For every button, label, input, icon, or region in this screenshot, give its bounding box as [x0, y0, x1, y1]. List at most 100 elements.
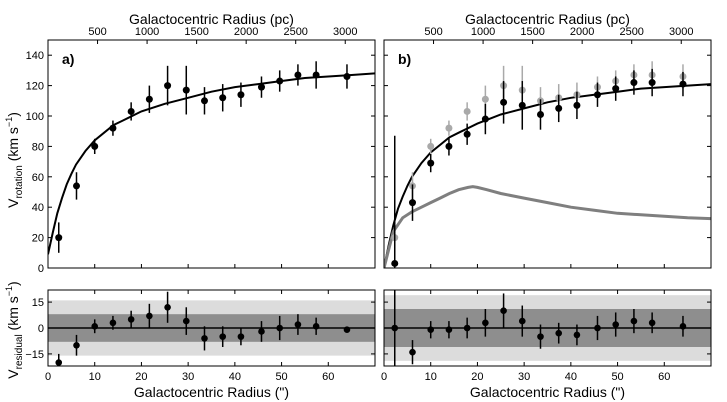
rotation-point — [200, 97, 208, 105]
residual-point — [276, 324, 284, 332]
residual-point — [482, 319, 489, 327]
residual-point — [630, 317, 638, 325]
top-tick-label: 1500 — [520, 26, 544, 38]
x-tick-label: 40 — [229, 371, 241, 383]
res-y-tick-label: 15 — [32, 297, 44, 309]
rotation-point — [127, 107, 135, 115]
top-tick-label: 2500 — [283, 26, 307, 38]
rotation-point — [630, 79, 638, 87]
rotation-point — [536, 110, 544, 118]
residual-point — [73, 341, 80, 349]
rotation-point — [445, 142, 453, 150]
residual-plot-area — [384, 290, 711, 366]
x-tick-label: 0 — [381, 371, 387, 383]
rotation-point — [463, 130, 471, 138]
residual-plot-area — [48, 291, 375, 366]
rotation-point — [257, 83, 265, 91]
model-curve-component — [384, 185, 711, 268]
rotation-point — [164, 82, 172, 90]
y-tick-label: 120 — [26, 81, 44, 93]
res-y-tick-label: 0 — [38, 323, 44, 335]
y-tick-label: 40 — [32, 202, 44, 214]
residual-point — [237, 333, 245, 340]
residual-point — [164, 303, 171, 311]
rotation-point — [312, 71, 320, 79]
residual-point — [427, 326, 435, 334]
rotation-point — [500, 98, 508, 106]
rotation-point — [276, 77, 284, 85]
top-tick-label: 1000 — [135, 26, 159, 38]
y-tick-label: 100 — [26, 111, 44, 123]
rotation-ylabel: Vrotation (km s−1) — [4, 112, 25, 208]
top-axis-title: Galactocentric Radius (pc) — [129, 11, 294, 27]
residual-point — [679, 322, 687, 330]
rotation-point — [72, 182, 80, 190]
residual-point — [518, 317, 526, 325]
panel-tag: b) — [398, 51, 411, 67]
y-tick-label: 20 — [32, 233, 44, 245]
residual-point — [555, 329, 563, 337]
residual-point — [182, 317, 190, 325]
y-tick-label: 80 — [32, 141, 44, 153]
x-tick-label: 10 — [89, 371, 101, 383]
rotation-point — [427, 159, 435, 167]
x-tick-label: 20 — [471, 371, 483, 383]
rotation-point — [55, 234, 63, 242]
rotation-point — [555, 104, 563, 112]
rotation-point — [481, 115, 489, 123]
residual-point — [594, 324, 601, 332]
y-tick-label: 140 — [26, 50, 44, 62]
x-tick-label: 30 — [518, 371, 530, 383]
x-tick-label: 40 — [565, 371, 577, 383]
y-tick-label: 0 — [38, 263, 44, 275]
residual-point — [109, 319, 117, 327]
top-tick-label: 2500 — [619, 26, 643, 38]
rotation-frame — [383, 39, 712, 269]
residual-point — [294, 321, 302, 328]
top-tick-label: 2000 — [234, 26, 258, 38]
residual-point — [463, 324, 471, 332]
residual-point — [391, 324, 399, 332]
panel-tag: a) — [62, 51, 74, 67]
top-tick-label: 500 — [88, 26, 106, 38]
residual-point — [343, 326, 351, 334]
residual-point — [500, 307, 507, 315]
rotation-point — [573, 101, 581, 109]
rotation-point — [219, 94, 227, 102]
rotation-point — [463, 107, 471, 115]
rotation-point — [343, 72, 351, 80]
rotation-point — [427, 142, 435, 150]
rotation-point — [612, 85, 620, 93]
rotation-point — [391, 259, 399, 267]
rotation-point — [91, 142, 99, 150]
panel-b: 0 10 20 30 40 50 60 Galactocentric Radius (") 50… — [381, 11, 712, 400]
x-tick-label: 0 — [45, 371, 51, 383]
x-axis-title: Galactocentric Radius (") — [134, 384, 289, 400]
top-axis-title: Galactocentric Radius (pc) — [465, 11, 630, 27]
residual-point — [612, 321, 620, 328]
rotation-point — [294, 71, 302, 79]
residual-point — [201, 335, 208, 342]
residual-point — [537, 333, 544, 340]
residual-point — [127, 316, 135, 323]
x-tick-label: 30 — [182, 371, 194, 383]
model-curve-fit — [48, 72, 375, 255]
top-tick-label: 3000 — [333, 26, 357, 38]
top-tick-label: 500 — [424, 26, 442, 38]
residual-point — [312, 322, 320, 330]
residual-point — [55, 359, 63, 366]
rotation-point — [145, 95, 153, 103]
x-tick-label: 20 — [135, 371, 147, 383]
x-tick-label: 60 — [322, 371, 334, 383]
rotation-point — [679, 80, 687, 88]
panel-a: 0 10 20 30 40 50 60 Galactocentric Radius (") 50… — [25, 11, 376, 400]
residual-point — [258, 328, 265, 335]
x-tick-label: 10 — [425, 371, 437, 383]
res-y-tick-label: −15 — [25, 349, 44, 361]
residual-point — [445, 326, 453, 334]
rotation-point — [593, 91, 601, 99]
residual-point — [91, 322, 99, 330]
x-tick-label: 50 — [611, 371, 623, 383]
residual-point — [573, 331, 581, 339]
residual-point — [648, 319, 656, 327]
